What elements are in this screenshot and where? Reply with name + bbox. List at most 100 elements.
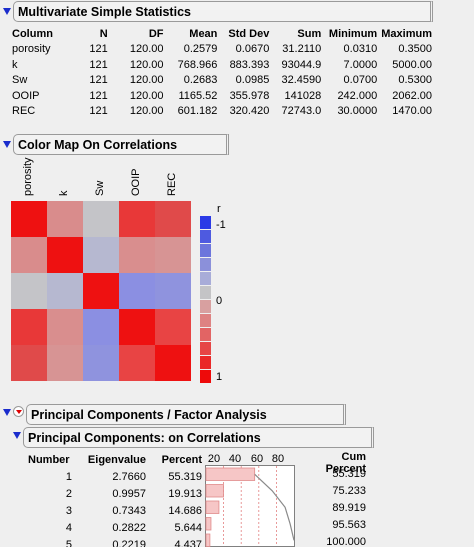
summary-section-title: Multivariate Simple Statistics [18, 4, 191, 19]
table-row: k 121 120.00 768.966 883.393 93044.9 7.0… [10, 57, 434, 73]
table-cell: 93044.9 [281, 58, 322, 71]
table-header-row: Number Eigenvalue Percent [26, 451, 204, 468]
correlation-cell [47, 201, 83, 237]
table-cell: OOIP [12, 89, 40, 102]
correlation-cell [11, 237, 47, 273]
cum-percent-column: Cum Percent 55.319 75.233 89.919 95.563 … [300, 451, 366, 547]
table-cell: 120.00 [129, 89, 164, 102]
table-cell: 95.563 [332, 519, 366, 531]
correlation-cell [83, 273, 119, 309]
table-cell: 75.233 [332, 485, 366, 497]
table-cell: 121 [89, 105, 108, 118]
table-cell: 121 [89, 89, 108, 102]
table-cell: 1 [65, 470, 72, 483]
cumulative-percent-line [254, 473, 295, 541]
legend-swatch [200, 244, 211, 257]
scree-tick-label: 80 [272, 453, 284, 465]
red-triangle-menu-icon[interactable] [13, 406, 24, 417]
table-cell: 55.319 [332, 468, 366, 480]
table-cell: 1165.52 [178, 89, 218, 102]
table-cell: 7.0000 [343, 58, 378, 71]
eigenvalue-table: Number Eigenvalue Percent 1 2.7660 55.31… [26, 451, 204, 547]
column-header: Eigenvalue [87, 453, 146, 466]
table-cell: 5 [65, 538, 72, 547]
table-cell: 141028 [284, 89, 322, 102]
table-row: 5 0.2219 4.437 [26, 536, 204, 547]
table-cell: 31.2110 [282, 43, 322, 56]
legend-swatch [200, 286, 211, 299]
table-cell: 2.7660 [112, 470, 146, 483]
summary-section-header[interactable]: Multivariate Simple Statistics [13, 1, 433, 22]
percent-bar [205, 484, 224, 498]
scree-tick-label: 40 [229, 453, 241, 465]
legend-swatch [200, 216, 211, 229]
table-cell: 121 [89, 43, 108, 56]
table-cell: 121 [89, 74, 108, 87]
table-cell: k [12, 58, 18, 71]
correlation-cell [83, 201, 119, 237]
table-row: 1 2.7660 55.319 [26, 468, 204, 485]
correlation-cell [47, 237, 83, 273]
correlation-cell [11, 345, 47, 381]
table-row: 3 0.7343 14.686 [26, 502, 204, 519]
table-cell: 0.0985 [235, 74, 270, 87]
disclosure-triangle-icon[interactable] [13, 432, 21, 439]
table-row: OOIP 121 120.00 1165.52 355.978 141028 2… [10, 88, 434, 104]
table-cell: 2 [65, 487, 72, 500]
color-map-variable-label: k [58, 190, 70, 197]
table-cell: 121 [89, 58, 108, 71]
pca-section-header[interactable]: Principal Components / Factor Analysis [26, 404, 346, 425]
table-cell: 120.00 [129, 58, 164, 71]
table-cell: 355.978 [229, 89, 270, 102]
table-cell: 120.00 [129, 105, 164, 118]
correlation-cell [119, 273, 155, 309]
column-header: Percent [161, 453, 202, 466]
table-cell: 320.420 [229, 105, 270, 118]
color-map-variable-label: porosity [22, 157, 34, 196]
table-row: 4 0.2822 5.644 [26, 519, 204, 536]
table-cell: 0.7343 [112, 504, 146, 517]
table-cell: 19.913 [168, 487, 202, 500]
correlation-cell [47, 273, 83, 309]
table-cell: 0.5300 [398, 74, 432, 87]
legend-swatch [200, 342, 211, 355]
table-cell: 0.0670 [235, 43, 270, 56]
disclosure-triangle-icon[interactable] [3, 8, 11, 15]
table-cell: 0.2219 [112, 538, 146, 547]
legend-swatch [200, 370, 211, 383]
table-cell: 4.437 [174, 538, 202, 547]
legend-swatch [200, 328, 211, 341]
column-header: Number [28, 453, 70, 466]
column-header: Sum [297, 27, 322, 40]
table-cell: 1470.00 [392, 105, 432, 118]
color-map-section-header[interactable]: Color Map On Correlations [13, 134, 229, 155]
summary-statistics-table: Column N DF Mean Std Dev Sum Minimum Max… [10, 26, 434, 119]
table-cell: 2062.00 [392, 89, 432, 102]
disclosure-triangle-icon[interactable] [3, 409, 11, 416]
table-cell: 100.000 [326, 536, 366, 547]
table-cell: 768.966 [177, 58, 218, 71]
table-row: porosity 121 120.00 0.2579 0.0670 31.211… [10, 42, 434, 58]
percent-bar [205, 500, 220, 514]
legend-swatch [200, 300, 211, 313]
table-cell: 0.0310 [343, 43, 378, 56]
column-header: N [99, 27, 108, 40]
correlation-cell [155, 237, 191, 273]
percent-bar [205, 533, 211, 547]
scree-tick-label: 20 [208, 453, 220, 465]
table-cell: 0.0700 [343, 74, 378, 87]
table-cell: 0.9957 [112, 487, 146, 500]
table-cell: Sw [12, 74, 28, 87]
pca-subsection-header[interactable]: Principal Components: on Correlations [23, 427, 374, 448]
legend-swatch [200, 272, 211, 285]
table-row: Sw 121 120.00 0.2683 0.0985 32.4590 0.07… [10, 73, 434, 89]
legend-swatch [200, 356, 211, 369]
column-header: Maximum [381, 27, 432, 40]
color-map-section-title: Color Map On Correlations [18, 137, 178, 152]
table-cell: 3 [65, 504, 72, 517]
correlation-cell [155, 201, 191, 237]
correlation-cell [155, 345, 191, 381]
color-map-variable-label: REC [166, 172, 178, 196]
correlation-cell [83, 309, 119, 345]
disclosure-triangle-icon[interactable] [3, 141, 11, 148]
